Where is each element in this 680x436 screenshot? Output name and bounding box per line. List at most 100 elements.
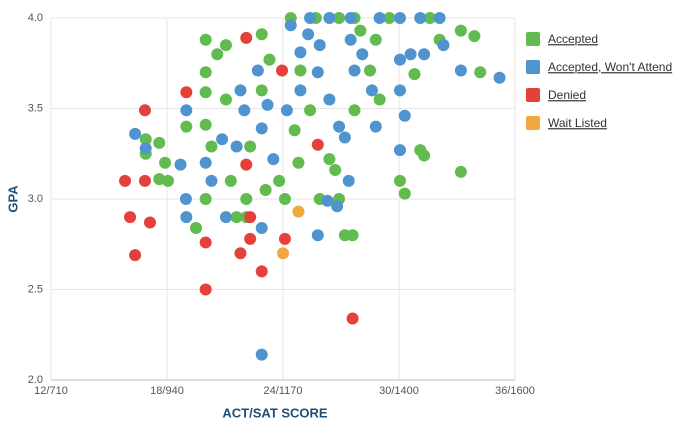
point (311, 66, 324, 79)
legend-swatch[interactable] (526, 88, 540, 102)
point (244, 140, 257, 153)
point (230, 211, 243, 224)
point (219, 211, 232, 224)
point (180, 104, 193, 117)
point (143, 216, 156, 229)
point (276, 64, 289, 77)
point (329, 164, 342, 177)
point (292, 156, 305, 169)
point (240, 158, 253, 171)
x-tick-label: 18/940 (150, 385, 184, 397)
point (323, 153, 336, 166)
point (323, 12, 336, 24)
point (344, 12, 357, 24)
point (199, 236, 212, 249)
y-tick-label: 3.5 (28, 102, 43, 114)
point (199, 193, 212, 205)
legend-label[interactable]: Accepted, Won't Attend (548, 60, 672, 74)
point (292, 205, 305, 218)
point (267, 153, 280, 166)
point (211, 48, 224, 61)
point (161, 174, 174, 187)
legend-swatch[interactable] (526, 32, 540, 46)
point (255, 28, 268, 41)
y-tick-label: 2.5 (28, 283, 43, 295)
point (251, 64, 264, 77)
point (323, 93, 336, 106)
point (138, 104, 151, 117)
point (468, 30, 481, 43)
point (224, 174, 237, 187)
point (364, 64, 376, 77)
legend-label[interactable]: Denied (548, 88, 586, 102)
x-tick-label: 30/1400 (379, 385, 419, 397)
point (159, 156, 172, 169)
point (240, 31, 253, 44)
point (234, 247, 247, 260)
point (344, 33, 357, 46)
point (433, 12, 446, 24)
point (294, 84, 307, 97)
point (263, 53, 276, 66)
point (321, 194, 334, 207)
point (393, 53, 406, 66)
point (369, 33, 382, 46)
point (234, 84, 247, 97)
legend-swatch[interactable] (526, 60, 540, 74)
point (393, 12, 406, 24)
point (365, 84, 378, 97)
point (205, 174, 218, 187)
point (454, 64, 467, 77)
point (311, 138, 324, 151)
x-tick-label: 36/1600 (495, 385, 535, 397)
point (255, 265, 268, 278)
point (398, 109, 411, 122)
point (342, 174, 355, 187)
point (180, 211, 193, 224)
point (199, 86, 212, 99)
point (373, 12, 386, 24)
point (199, 66, 212, 79)
point (348, 104, 361, 117)
y-tick-label: 2.0 (28, 374, 43, 386)
legend-label[interactable]: Accepted (548, 32, 598, 46)
point (398, 187, 411, 200)
point (138, 174, 151, 187)
point (454, 165, 467, 178)
point (333, 120, 346, 133)
point (311, 229, 324, 242)
point (304, 12, 317, 24)
point (284, 19, 297, 32)
point (474, 66, 487, 79)
point (338, 131, 351, 144)
point (190, 221, 202, 234)
point (273, 174, 286, 187)
point (240, 193, 253, 205)
point (199, 118, 212, 131)
point (393, 174, 406, 187)
point (346, 312, 359, 325)
point (304, 104, 317, 117)
point (139, 133, 152, 146)
point (294, 46, 307, 59)
point (238, 104, 251, 117)
point (414, 12, 427, 24)
point (219, 39, 232, 52)
point (313, 39, 326, 52)
point (333, 12, 346, 24)
point (348, 64, 361, 77)
legend-swatch[interactable] (526, 116, 540, 130)
legend-label[interactable]: Wait Listed (548, 116, 607, 130)
point (369, 120, 382, 133)
point (356, 48, 369, 61)
point (423, 12, 436, 24)
point (261, 98, 274, 111)
point (346, 229, 359, 242)
point (354, 24, 367, 37)
point (180, 120, 193, 133)
point (437, 39, 450, 52)
x-tick-label: 12/710 (34, 385, 68, 397)
point (244, 232, 257, 245)
point (129, 249, 142, 262)
point (255, 122, 268, 135)
